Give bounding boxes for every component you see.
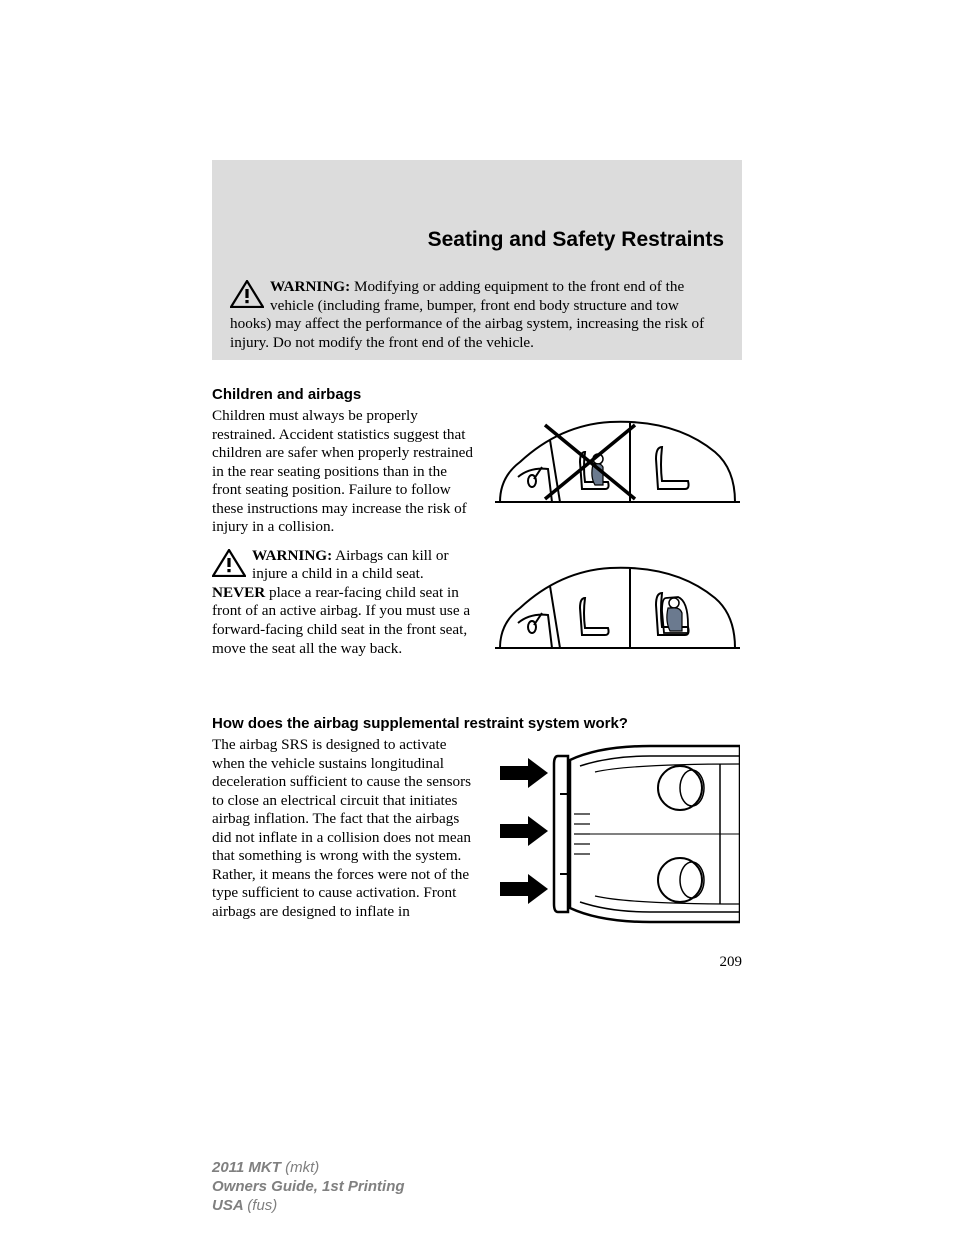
footer-model-code: (mkt) bbox=[285, 1159, 319, 1176]
diagram-child-rear bbox=[490, 553, 740, 673]
heading-children-airbags: Children and airbags bbox=[212, 386, 742, 403]
children-diagrams bbox=[490, 407, 742, 673]
footer: 2011 MKT (mkt) Owners Guide, 1st Printin… bbox=[212, 1158, 405, 1216]
children-airbags-row: Children must always be properly restrai… bbox=[212, 407, 742, 673]
warning-triangle-icon bbox=[212, 549, 246, 577]
footer-region: USA bbox=[212, 1197, 247, 1214]
warning-label: WARNING: bbox=[252, 547, 332, 564]
warning-child-seat: WARNING: Airbags can kill or injure a ch… bbox=[212, 547, 476, 658]
children-airbags-body: Children must always be properly restrai… bbox=[212, 407, 476, 537]
footer-guide: Owners Guide, 1st Printing bbox=[212, 1177, 405, 1196]
page-content: Children and airbags Children must alway… bbox=[212, 386, 742, 971]
chapter-title: Seating and Safety Restraints bbox=[230, 228, 724, 252]
warning-label: WARNING: bbox=[270, 278, 350, 295]
footer-region-code: (fus) bbox=[247, 1197, 277, 1214]
diagram-top-view-impact bbox=[490, 736, 740, 936]
impact-diagram-container bbox=[490, 736, 742, 936]
warning2-never: NEVER bbox=[212, 584, 265, 601]
diagram-child-front-crossed bbox=[490, 407, 740, 527]
warning-triangle-icon bbox=[230, 280, 264, 308]
airbag-srs-body: The airbag SRS is designed to activate w… bbox=[212, 736, 476, 921]
page-gray-header-region: Seating and Safety Restraints WARNING: M… bbox=[212, 160, 742, 360]
warning-modify-front-end: WARNING: Modifying or adding equipment t… bbox=[230, 278, 724, 352]
page-number: 209 bbox=[212, 954, 742, 971]
heading-airbag-srs: How does the airbag supplemental restrai… bbox=[212, 715, 742, 732]
airbag-srs-row: The airbag SRS is designed to activate w… bbox=[212, 736, 742, 936]
footer-model: 2011 MKT bbox=[212, 1159, 285, 1176]
